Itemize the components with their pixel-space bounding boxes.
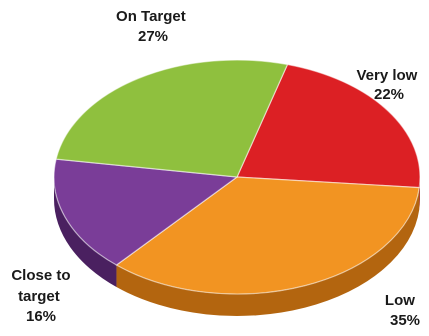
label-close-to-target: Close to target 16% [11, 267, 74, 325]
label-very-low: Very low 22% [356, 67, 421, 103]
slice-very-low [236, 63, 421, 189]
label-low: Low 35% [385, 292, 420, 329]
slice-on-target [55, 59, 289, 178]
slice-side-close-to-target [54, 177, 117, 288]
slice-side-low [116, 187, 420, 316]
pie-labels: Very low 22% Low 35% Close to target 16%… [11, 8, 421, 329]
slice-close-to-target [53, 158, 239, 266]
pie-slices [53, 59, 421, 295]
slice-low [115, 176, 420, 295]
label-on-target: On Target 27% [116, 8, 190, 45]
